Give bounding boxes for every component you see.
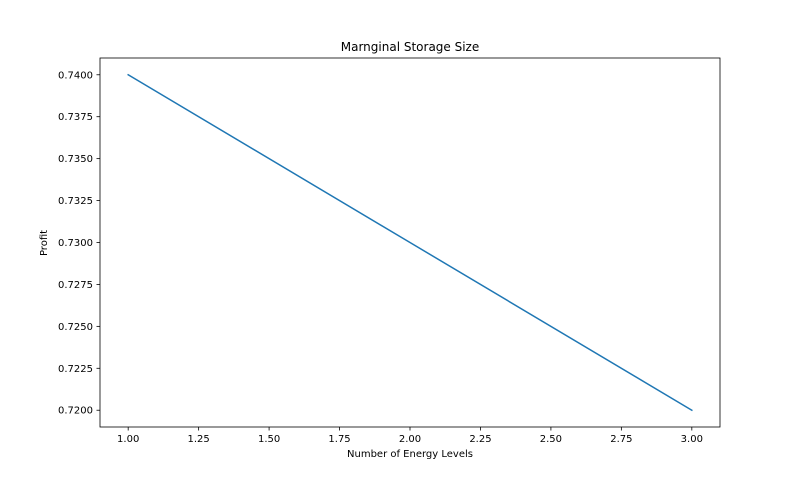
x-tick-label: 2.25 [469, 434, 491, 445]
y-tick-label: 0.7400 [58, 70, 93, 81]
y-tick-label: 0.7200 [58, 406, 93, 417]
x-tick-label: 1.00 [117, 434, 139, 445]
y-axis-label: Profit [39, 230, 50, 256]
y-axis-ticks: 0.7200 0.7225 0.7250 0.7275 0.7300 0.7325 0.73… [58, 70, 100, 417]
y-tick-label: 0.7300 [58, 238, 93, 249]
plot-frame [99, 57, 721, 428]
chart-title: Marnginal Storage Size [341, 40, 480, 54]
x-tick-label: 1.75 [328, 434, 350, 445]
x-tick-label: 3.00 [681, 434, 703, 445]
x-tick-label: 2.75 [610, 434, 632, 445]
y-tick-label: 0.7375 [58, 112, 93, 123]
y-tick-label: 0.7225 [58, 364, 93, 375]
series-layer [127, 73, 693, 412]
x-tick-label: 1.50 [258, 434, 280, 445]
series-line [127, 73, 693, 412]
x-tick-label: 2.00 [399, 434, 421, 445]
y-tick-label: 0.7350 [58, 154, 93, 165]
x-tick-label: 2.50 [540, 434, 562, 445]
x-axis-label: Number of Energy Levels [347, 449, 473, 460]
y-tick-label: 0.7325 [58, 196, 93, 207]
x-axis-ticks: 1.00 1.25 1.50 1.75 2.00 2.25 2.50 2.75 3.00 [117, 427, 703, 445]
y-tick-label: 0.7275 [58, 280, 93, 291]
x-tick-label: 1.25 [188, 434, 210, 445]
y-tick-label: 0.7250 [58, 322, 93, 333]
